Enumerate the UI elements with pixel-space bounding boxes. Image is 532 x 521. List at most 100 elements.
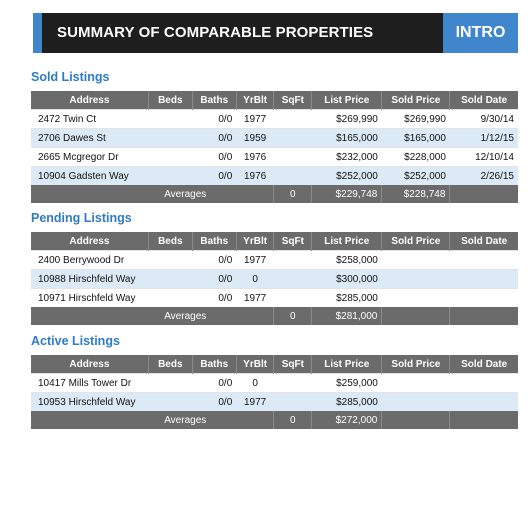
column-header: Sold Date — [449, 355, 518, 374]
column-header: Sold Date — [449, 232, 518, 251]
averages-label: Averages — [31, 411, 274, 429]
column-header: Sold Price — [381, 232, 450, 251]
cell-baths: 0/0 — [192, 250, 237, 270]
cell-sold-price — [381, 373, 450, 393]
cell-sold-date — [449, 269, 518, 289]
summary-banner: SUMMARY OF COMPARABLE PROPERTIES INTRO — [33, 13, 518, 53]
cell-sqft — [273, 250, 312, 270]
cell-list-price: $258,000 — [311, 250, 382, 270]
table-row[interactable]: 2472 Twin Ct 0/0 1977 $269,990 $269,990 9/30/… — [31, 109, 518, 129]
average-list-price: $272,000 — [311, 411, 382, 429]
cell-beds — [148, 109, 193, 129]
averages-row: Averages 0 $229,748 $228,748 — [31, 185, 518, 203]
cell-beds — [148, 166, 193, 185]
cell-sqft — [273, 147, 312, 167]
table-row[interactable]: 2706 Dawes St 0/0 1959 $165,000 $165,000 1/12… — [31, 128, 518, 148]
cell-sold-price: $252,000 — [381, 166, 450, 185]
averages-row: Averages 0 $281,000 — [31, 307, 518, 325]
cell-address: 2400 Berrywood Dr — [31, 250, 149, 270]
cell-list-price: $285,000 — [311, 392, 382, 411]
cell-list-price: $165,000 — [311, 128, 382, 148]
averages-row: Averages 0 $272,000 — [31, 411, 518, 429]
cell-yrblt: 1977 — [236, 392, 274, 411]
banner-accent — [33, 13, 42, 53]
cell-sold-price — [381, 250, 450, 270]
column-header: List Price — [311, 91, 382, 110]
averages-label: Averages — [31, 307, 274, 325]
table-row[interactable]: 2400 Berrywood Dr 0/0 1977 $258,000 — [31, 250, 518, 270]
column-header: Sold Price — [381, 355, 450, 374]
cell-sqft — [273, 373, 312, 393]
cell-sqft — [273, 269, 312, 289]
cell-address: 10904 Gadsten Way — [31, 166, 149, 185]
column-header: Address — [31, 232, 149, 251]
cell-sold-date — [449, 373, 518, 393]
column-header: SqFt — [273, 232, 312, 251]
average-blank — [449, 307, 518, 325]
cell-address: 10417 Mills Tower Dr — [31, 373, 149, 393]
table-header-row: Address Beds Baths YrBlt SqFt List Price Sold … — [31, 355, 518, 374]
cell-baths: 0/0 — [192, 128, 237, 148]
column-header: YrBlt — [235, 355, 274, 374]
column-header: Baths — [191, 91, 237, 110]
cell-sold-price — [381, 288, 450, 307]
average-list-price: $229,748 — [311, 185, 382, 203]
average-sold-price — [381, 307, 450, 325]
cell-sold-date: 9/30/14 — [449, 109, 518, 129]
averages-label: Averages — [31, 185, 274, 203]
cell-list-price: $300,000 — [311, 269, 382, 289]
table-row[interactable]: 10971 Hirschfeld Way 0/0 1977 $285,000 — [31, 288, 518, 307]
cell-yrblt: 0 — [236, 373, 274, 393]
cell-sold-price — [381, 269, 450, 289]
pending-listings-title: Pending Listings — [31, 211, 132, 225]
cell-sold-price: $165,000 — [381, 128, 450, 148]
cell-beds — [148, 288, 193, 307]
average-sold-price — [381, 411, 450, 429]
cell-sold-price: $228,000 — [381, 147, 450, 167]
table-row[interactable]: 10417 Mills Tower Dr 0/0 0 $259,000 — [31, 373, 518, 393]
average-sqft: 0 — [273, 307, 312, 325]
cell-beds — [148, 373, 193, 393]
cell-address: 2472 Twin Ct — [31, 109, 149, 129]
column-header: Beds — [147, 355, 193, 374]
column-header: SqFt — [273, 355, 312, 374]
cell-yrblt: 1977 — [236, 250, 274, 270]
cell-baths: 0/0 — [192, 392, 237, 411]
cell-beds — [148, 269, 193, 289]
cell-sold-date — [449, 392, 518, 411]
table-header-row: Address Beds Baths YrBlt SqFt List Price Sold … — [31, 91, 518, 110]
average-sold-price: $228,748 — [381, 185, 450, 203]
cell-list-price: $252,000 — [311, 166, 382, 185]
cell-sold-price: $269,990 — [381, 109, 450, 129]
cell-beds — [148, 147, 193, 167]
pending-listings-table: Address Beds Baths YrBlt SqFt List Price Sold … — [31, 232, 518, 325]
intro-tab[interactable]: INTRO — [443, 13, 518, 53]
table-row[interactable]: 10988 Hirschfeld Way 0/0 0 $300,000 — [31, 269, 518, 289]
column-header: Baths — [191, 232, 237, 251]
cell-sold-price — [381, 392, 450, 411]
active-listings-table: Address Beds Baths YrBlt SqFt List Price Sold … — [31, 355, 518, 429]
cell-yrblt: 1977 — [236, 288, 274, 307]
column-header: YrBlt — [235, 232, 274, 251]
cell-yrblt: 1959 — [236, 128, 274, 148]
cell-list-price: $259,000 — [311, 373, 382, 393]
cell-sqft — [273, 288, 312, 307]
cell-sqft — [273, 109, 312, 129]
cell-beds — [148, 392, 193, 411]
table-row[interactable]: 10953 Hirschfeld Way 0/0 1977 $285,000 — [31, 392, 518, 411]
cell-list-price: $285,000 — [311, 288, 382, 307]
active-listings-title: Active Listings — [31, 334, 120, 348]
average-sqft: 0 — [273, 185, 312, 203]
column-header: Beds — [147, 232, 193, 251]
table-row[interactable]: 2665 Mcgregor Dr 0/0 1976 $232,000 $228,000 1… — [31, 147, 518, 167]
average-sqft: 0 — [273, 411, 312, 429]
table-row[interactable]: 10904 Gadsten Way 0/0 1976 $252,000 $252,000… — [31, 166, 518, 185]
cell-sold-date — [449, 250, 518, 270]
column-header: Beds — [147, 91, 193, 110]
average-list-price: $281,000 — [311, 307, 382, 325]
column-header: Address — [31, 91, 149, 110]
cell-baths: 0/0 — [192, 288, 237, 307]
cell-baths: 0/0 — [192, 147, 237, 167]
column-header: List Price — [311, 232, 382, 251]
cell-yrblt: 0 — [236, 269, 274, 289]
